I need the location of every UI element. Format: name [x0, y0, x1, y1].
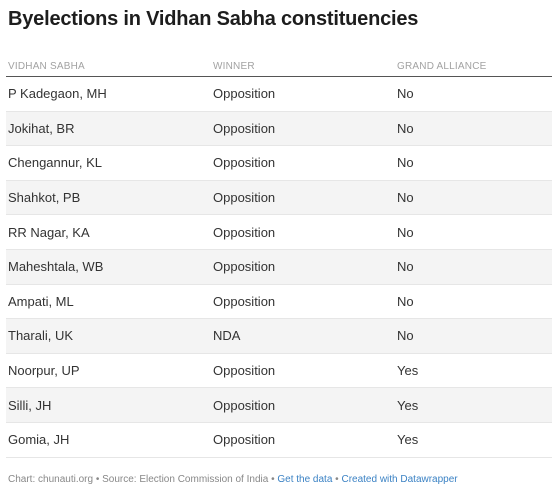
table-row: Shahkot, PB Opposition No [6, 180, 552, 216]
cell-constituency: Noorpur, UP [8, 363, 80, 379]
table-row: RR Nagar, KA Opposition No [6, 215, 552, 250]
cell-winner: Opposition [213, 397, 276, 413]
cell-winner: Opposition [213, 190, 276, 206]
cell-constituency: Tharali, UK [8, 328, 74, 344]
cell-grand-alliance: No [397, 120, 414, 136]
column-header-grand-alliance: GRAND ALLIANCE [397, 61, 487, 72]
cell-winner: Opposition [213, 155, 276, 171]
footer-source: Chart: chunauti.org • Source: Election C… [8, 474, 278, 485]
cell-constituency: P Kadegaon, MH [8, 86, 107, 102]
cell-constituency: RR Nagar, KA [8, 224, 90, 240]
column-header-winner: WINNER [213, 61, 255, 72]
cell-grand-alliance: No [397, 86, 414, 102]
table-row: P Kadegaon, MH Opposition No [6, 77, 552, 112]
cell-grand-alliance: Yes [397, 363, 419, 379]
table-row: Maheshtala, WB Opposition No [6, 249, 552, 285]
cell-winner: NDA [213, 328, 241, 344]
table-row: Chengannur, KL Opposition No [6, 146, 552, 181]
cell-grand-alliance: No [397, 190, 414, 206]
chart-title: Byelections in Vidhan Sabha constituenci… [8, 8, 419, 30]
cell-grand-alliance: No [397, 293, 414, 309]
cell-winner: Opposition [213, 259, 276, 275]
column-header-vidhan-sabha: VIDHAN SABHA [8, 61, 85, 72]
cell-constituency: Chengannur, KL [8, 155, 102, 171]
cell-winner: Opposition [213, 224, 276, 240]
table-row: Noorpur, UP Opposition Yes [6, 354, 552, 389]
table-row: Jokihat, BR Opposition No [6, 111, 552, 147]
cell-winner: Opposition [213, 363, 276, 379]
chart-footer: Chart: chunauti.org • Source: Election C… [8, 474, 458, 485]
datawrapper-link[interactable]: Created with Datawrapper [341, 474, 458, 485]
cell-constituency: Silli, JH [8, 397, 52, 413]
table-body: P Kadegaon, MH Opposition No Jokihat, BR Opp… [6, 77, 552, 458]
cell-winner: Opposition [213, 432, 276, 448]
cell-grand-alliance: No [397, 224, 414, 240]
cell-winner: Opposition [213, 120, 276, 136]
cell-constituency: Shahkot, PB [8, 190, 81, 206]
cell-constituency: Ampati, ML [8, 293, 74, 309]
get-data-link[interactable]: Get the data [277, 474, 333, 485]
cell-grand-alliance: No [397, 259, 414, 275]
cell-constituency: Maheshtala, WB [8, 259, 104, 275]
cell-grand-alliance: No [397, 328, 414, 344]
cell-winner: Opposition [213, 293, 276, 309]
cell-grand-alliance: Yes [397, 397, 419, 413]
table-row: Gomia, JH Opposition Yes [6, 423, 552, 458]
table-row: Tharali, UK NDA No [6, 319, 552, 354]
table-row: Silli, JH Opposition Yes [6, 388, 552, 423]
cell-grand-alliance: No [397, 155, 414, 171]
cell-constituency: Jokihat, BR [8, 120, 75, 136]
table-row: Ampati, ML Opposition No [6, 285, 552, 320]
cell-constituency: Gomia, JH [8, 432, 70, 448]
cell-grand-alliance: Yes [397, 432, 419, 448]
cell-winner: Opposition [213, 86, 276, 102]
footer-separator: • [332, 474, 342, 485]
results-table: VIDHAN SABHA WINNER GRAND ALLIANCE P Kad… [6, 60, 552, 458]
table-header: VIDHAN SABHA WINNER GRAND ALLIANCE [6, 60, 552, 77]
